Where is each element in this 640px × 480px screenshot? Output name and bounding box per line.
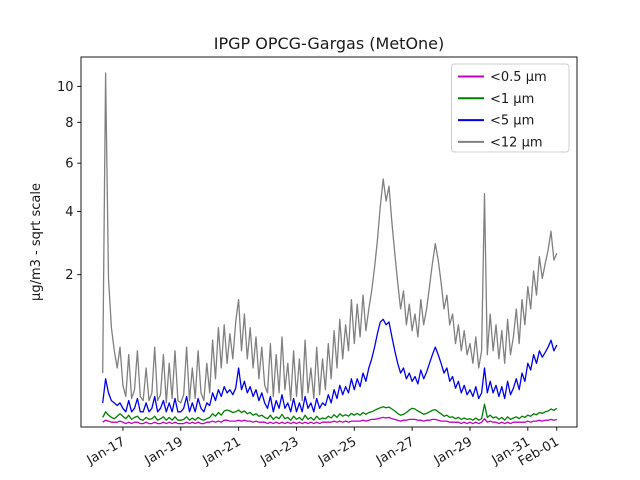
- legend-label-1: <1 µm: [490, 92, 534, 107]
- series-line-0: [102, 416, 557, 425]
- x-tick-label: Jan-21: [200, 434, 244, 468]
- series-line-2: [102, 318, 558, 413]
- y-tick-label: 4: [65, 205, 73, 220]
- legend-box: [451, 63, 570, 153]
- chart-title: IPGP OPCG-Gargas (MetOne): [214, 34, 445, 53]
- legend-label-3: <12 µm: [490, 135, 543, 150]
- x-tick-label: Jan-29: [431, 434, 475, 468]
- x-tick-label: Jan-23: [257, 434, 301, 468]
- y-tick-label: 2: [65, 268, 73, 283]
- legend: <0.5 µm <1 µm <5 µm <12 µm: [451, 63, 570, 153]
- x-tick-label: Jan-25: [315, 434, 359, 468]
- y-tick-label: 8: [65, 116, 73, 131]
- y-tick-label: 6: [65, 157, 73, 172]
- y-tick-label: 10: [57, 80, 74, 95]
- legend-label-2: <5 µm: [490, 114, 534, 129]
- legend-label-0: <0.5 µm: [490, 70, 547, 85]
- series-line-1: [102, 403, 558, 421]
- axes-frame: [80, 56, 578, 428]
- y-axis-label: µg/m3 - sqrt scale: [29, 183, 44, 301]
- x-tick-label: Jan-27: [373, 434, 417, 468]
- x-tick-label: Jan-19: [142, 434, 186, 468]
- x-tick-label: Jan-17: [84, 434, 128, 468]
- series-line-3: [102, 72, 558, 404]
